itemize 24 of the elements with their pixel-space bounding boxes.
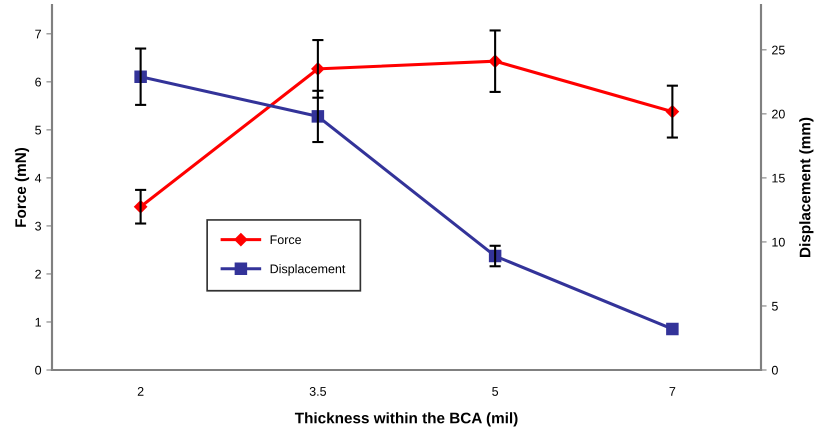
y2-tick-label: 0 — [772, 366, 778, 375]
y-tick-label: 3 — [35, 222, 42, 231]
point — [666, 322, 679, 336]
y2-tick-label: 15 — [772, 174, 785, 183]
y-tick-label: 2 — [35, 270, 41, 278]
legend-label: Force — [270, 235, 302, 244]
y-tick-label: 6 — [35, 78, 42, 86]
y2-tick-label: 25 — [772, 46, 785, 54]
y-tick-label: 7 — [35, 30, 41, 38]
y2-axis-title: Displacement (mm) — [799, 118, 814, 257]
y-axis-title: Force (mN) — [14, 148, 30, 227]
x-tick-label: 3.5 — [310, 386, 326, 396]
x-axis-title: Thickness within the BCA (mil) — [294, 412, 518, 426]
x-tick-label: 7 — [670, 387, 676, 396]
y2-tick-label: 10 — [772, 238, 785, 247]
x-tick-label: 2 — [138, 386, 144, 396]
x-tick-label: 5 — [492, 387, 498, 396]
y-tick-label: 4 — [34, 174, 42, 182]
legend-label: Displacement — [270, 264, 346, 276]
y2-tick-label: 20 — [772, 110, 785, 119]
y-tick-label: 1 — [36, 318, 41, 327]
y2-tick-label: 5 — [772, 302, 778, 311]
y-tick-label: 0 — [35, 366, 42, 375]
y-tick-label: 5 — [35, 126, 42, 135]
